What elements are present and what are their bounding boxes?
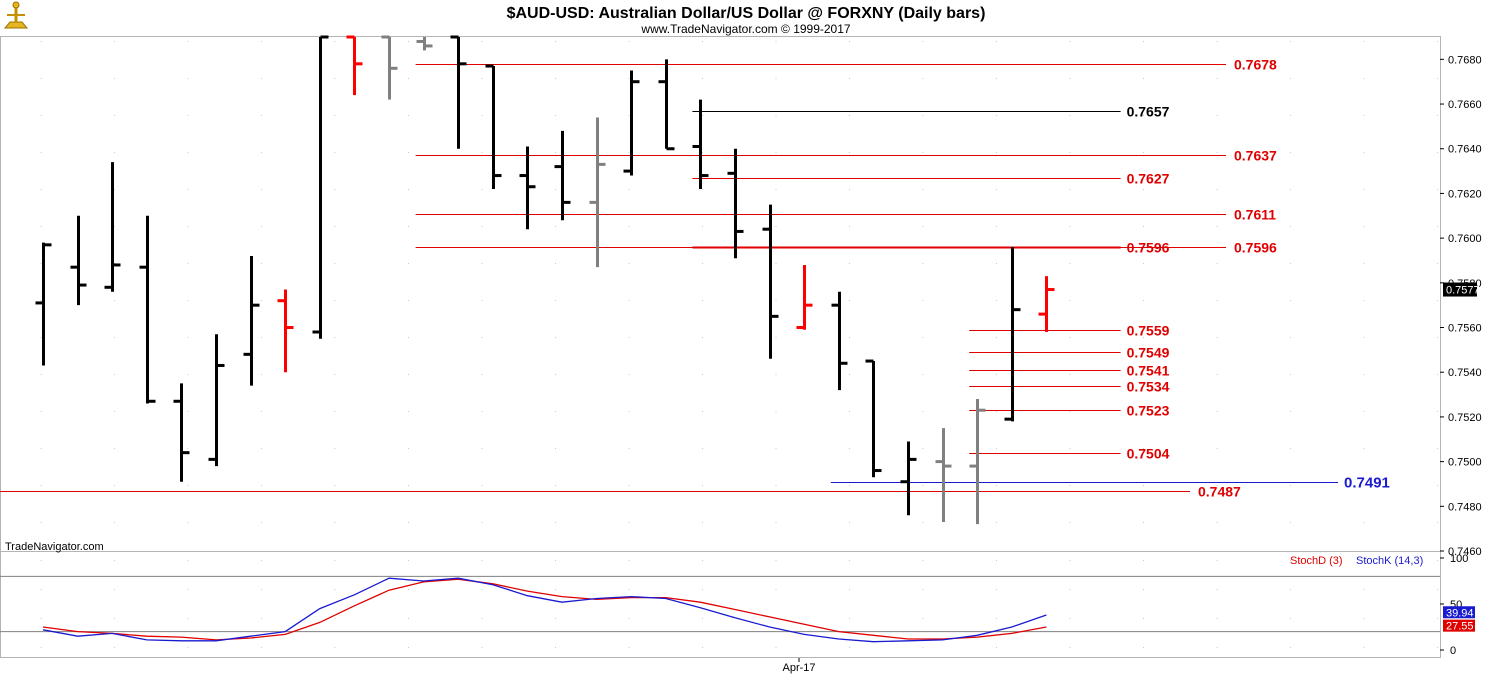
level-label: 0.7559 bbox=[1127, 323, 1170, 339]
chart-subtitle: www.TradeNavigator.com © 1999-2017 bbox=[640, 22, 850, 36]
ohlc-bar bbox=[831, 291, 848, 391]
y-axis-tick-label: 0.7620 bbox=[1448, 188, 1482, 200]
y-axis-tick-label: 0.7680 bbox=[1448, 54, 1482, 66]
stoch-axis-tick-label: 100 bbox=[1450, 553, 1468, 565]
level-label: 0.7504 bbox=[1127, 446, 1170, 462]
level-label: 0.7523 bbox=[1127, 403, 1170, 419]
stoch-k-legend: StochK (14,3) bbox=[1356, 555, 1423, 567]
tradenavigator-logo bbox=[3, 1, 29, 29]
stoch-last-badge bbox=[1443, 619, 1475, 632]
stoch-last-badge bbox=[1443, 606, 1475, 619]
level-label: 0.7637 bbox=[1234, 148, 1277, 164]
ohlc-bar bbox=[900, 441, 917, 516]
stoch-series-line bbox=[42, 577, 1047, 643]
levels-layer: 0.7678 0.7657 0.7637 0.7627 0.7611 0.7596 0.75… bbox=[0, 57, 1390, 500]
level-label: 0.7541 bbox=[1127, 363, 1170, 379]
ohlc-bar bbox=[381, 35, 398, 100]
level-label: 0.7491 bbox=[1344, 475, 1390, 492]
chart-title: $AUD-USD: Australian Dollar/US Dollar @ … bbox=[507, 5, 986, 22]
stoch-last-label: 39.94 bbox=[1446, 607, 1474, 619]
stoch-axis-tick-label: 0 bbox=[1450, 645, 1456, 657]
ohlc-bar bbox=[969, 399, 986, 525]
ohlc-bar bbox=[416, 37, 433, 51]
ohlc-bar bbox=[1004, 247, 1021, 422]
level-label: 0.7596 bbox=[1127, 240, 1170, 256]
y-axis-tick-label: 0.7600 bbox=[1448, 233, 1482, 245]
stoch-d-legend: StochD (3) bbox=[1290, 555, 1343, 567]
ohlc-bar bbox=[139, 215, 156, 404]
ohlc-bar bbox=[658, 59, 675, 151]
ohlc-bar bbox=[243, 256, 260, 386]
stoch-reference-lines bbox=[0, 575, 1440, 633]
level-label: 0.7549 bbox=[1127, 345, 1170, 361]
y-axis-tick-label: 0.7520 bbox=[1448, 412, 1482, 424]
ohlc-bar bbox=[623, 70, 640, 176]
y-axis-tick-label: 0.7540 bbox=[1448, 367, 1482, 379]
ohlc-bar bbox=[450, 35, 467, 149]
ohlc-bar bbox=[519, 146, 536, 230]
x-axis-date-label: Apr-17 bbox=[782, 662, 815, 674]
level-label: 0.7534 bbox=[1127, 379, 1170, 395]
y-axis-tick-label: 0.7660 bbox=[1448, 99, 1482, 111]
price-panel-frame bbox=[0, 36, 1441, 552]
y-axis-tick-label: 0.7560 bbox=[1448, 323, 1482, 335]
watermark: TradeNavigator.com bbox=[5, 541, 104, 553]
level-label: 0.7627 bbox=[1127, 171, 1170, 187]
last-price-badge bbox=[1443, 282, 1477, 297]
ohlc-bar bbox=[208, 334, 225, 467]
last-price-label: 0.7577 bbox=[1446, 285, 1480, 297]
stoch-series-line bbox=[42, 578, 1047, 641]
level-label: 0.7611 bbox=[1234, 207, 1276, 223]
ohlc-bar bbox=[485, 64, 502, 189]
ohlc-bar bbox=[173, 383, 190, 482]
level-label: 0.7487 bbox=[1198, 484, 1241, 500]
ohlc-bar bbox=[35, 242, 52, 366]
y-axis-tick-label: 0.7480 bbox=[1448, 501, 1482, 513]
y-axis-tick-label: 0.7640 bbox=[1448, 144, 1482, 156]
level-label: 0.7596 bbox=[1234, 240, 1277, 256]
bars-layer bbox=[35, 35, 1055, 525]
ohlc-bar bbox=[796, 264, 813, 330]
stoch-last-label: 27.55 bbox=[1446, 621, 1474, 633]
ohlc-bar bbox=[727, 148, 744, 259]
stoch-layer bbox=[42, 577, 1047, 643]
ohlc-bar bbox=[104, 162, 121, 292]
ohlc-bar bbox=[70, 215, 87, 306]
level-label: 0.7678 bbox=[1234, 57, 1277, 73]
ohlc-bar bbox=[762, 204, 779, 359]
ohlc-bar bbox=[935, 428, 952, 522]
ohlc-bar bbox=[589, 117, 606, 268]
date-axis-strip bbox=[0, 658, 1492, 677]
y-axis-tick-label: 0.7460 bbox=[1448, 546, 1482, 558]
ohlc-bar bbox=[277, 289, 294, 373]
ohlc-bar bbox=[554, 130, 571, 221]
stoch-panel-frame bbox=[0, 551, 1441, 658]
y-axis: 0.76800.76600.76400.76200.76000.75800.75… bbox=[1440, 54, 1482, 558]
ohlc-bar bbox=[312, 35, 329, 339]
ohlc-bar bbox=[346, 35, 363, 96]
ohlc-bar bbox=[1038, 276, 1055, 332]
level-label: 0.7657 bbox=[1127, 104, 1170, 120]
ohlc-bar bbox=[865, 359, 882, 478]
y-axis-tick-label: 0.7500 bbox=[1448, 457, 1482, 469]
ohlc-bar bbox=[692, 99, 709, 189]
